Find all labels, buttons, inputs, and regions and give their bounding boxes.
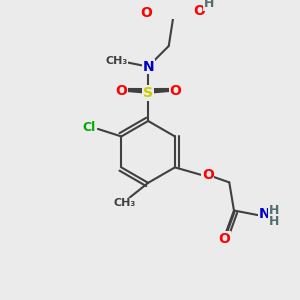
Text: O: O [194,4,206,18]
Text: O: O [202,168,214,182]
Text: S: S [143,86,153,100]
Text: Cl: Cl [83,121,96,134]
Text: H: H [269,204,279,217]
Text: CH₃: CH₃ [114,199,136,208]
Text: N: N [142,60,154,74]
Text: N: N [259,207,271,221]
Text: S: S [143,86,153,100]
Text: O: O [219,232,230,246]
Text: N: N [142,60,154,74]
Text: H: H [204,0,214,10]
Text: H: H [269,215,279,228]
Text: O: O [115,84,127,98]
Text: CH₃: CH₃ [105,56,128,66]
Text: O: O [169,84,181,98]
Text: O: O [140,6,152,20]
